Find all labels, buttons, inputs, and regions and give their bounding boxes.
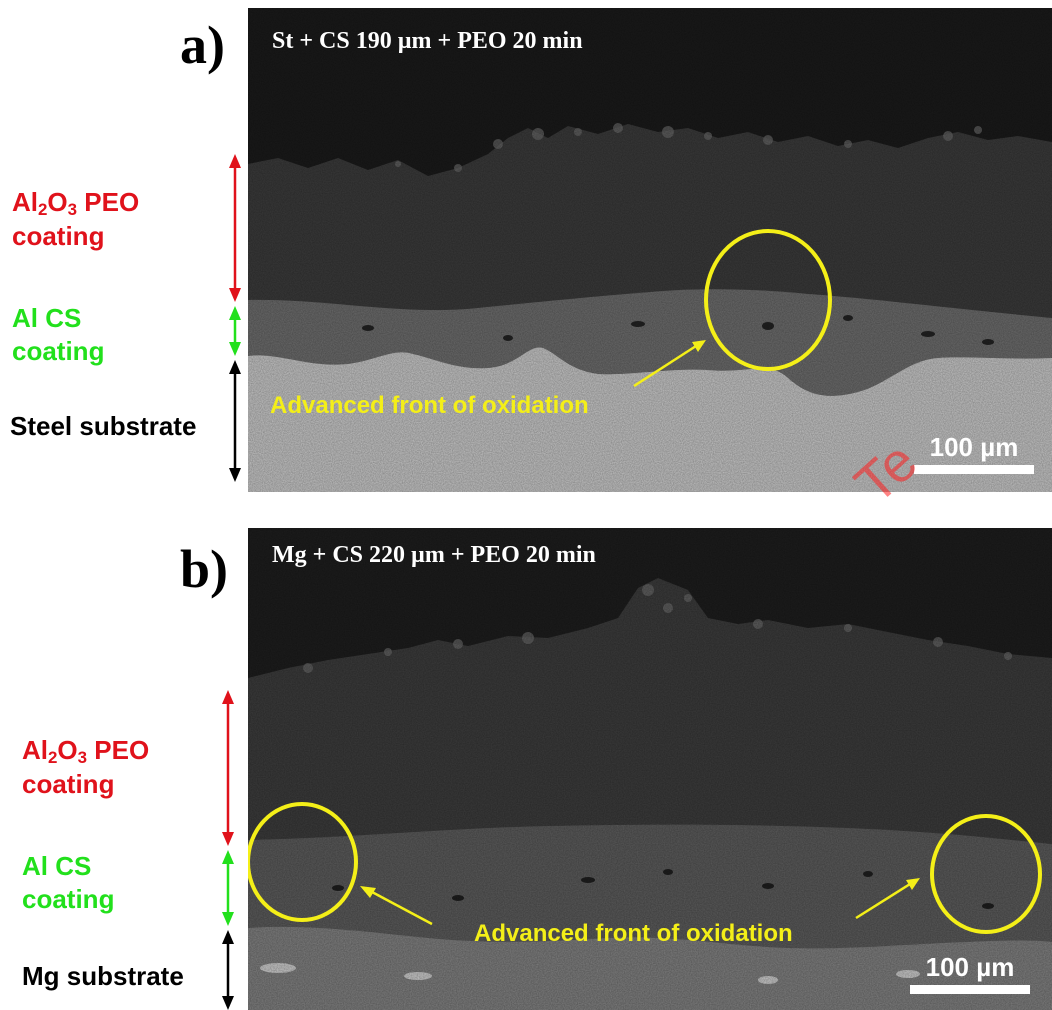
cs-coating-label-b: Al CS coating	[22, 850, 114, 915]
image-caption-a: St + CS 190 µm + PEO 20 min	[272, 28, 583, 54]
scale-bar-a: 100 µm	[914, 432, 1034, 474]
peo-label-text: PEO	[77, 187, 140, 217]
cs-thickness-arrow	[229, 306, 241, 356]
peo-label-text: Al	[12, 187, 38, 217]
cs-label-text: coating	[22, 883, 115, 914]
layer-arrows-b	[222, 690, 234, 1010]
image-caption-b: Mg + CS 220 µm + PEO 20 min	[272, 542, 596, 568]
peo-coating-label-b: Al2O3 PEO coating	[22, 734, 149, 801]
peo-label-text: coating	[12, 221, 105, 252]
oxidation-front-circle-left	[248, 802, 358, 922]
oxidation-annotation-a: Advanced front of oxidation	[270, 392, 589, 419]
substrate-label-a: Steel substrate	[10, 411, 197, 441]
peo-label-sub: 2	[38, 200, 48, 220]
peo-label-sub: 3	[67, 200, 78, 220]
micrograph-layers-b	[248, 528, 1052, 1010]
peo-label-text: O	[57, 735, 78, 765]
panel-b: b) Al2O3 PEO coating Al CS coating Mg su…	[0, 528, 1052, 1010]
cs-coating-label-a: Al CS coating	[12, 302, 104, 367]
annotation-arrow-left	[360, 886, 433, 926]
scale-bar-b: 100 µm	[910, 952, 1030, 994]
micrograph-layers-a	[248, 8, 1052, 492]
substrate-thickness-arrow	[222, 930, 234, 1010]
scale-bar-line	[914, 465, 1034, 474]
cs-label-text: Al CS	[22, 851, 92, 881]
peo-label-text: PEO	[87, 735, 150, 765]
peo-coating-label-a: Al2O3 PEO coating	[12, 186, 139, 253]
peo-label-sub: 3	[77, 748, 88, 768]
substrate-label-b: Mg substrate	[22, 961, 184, 991]
oxidation-annotation-b: Advanced front of oxidation	[474, 920, 793, 947]
peo-thickness-arrow	[222, 690, 234, 846]
peo-label-text: coating	[22, 769, 115, 800]
cs-label-text: Al CS	[12, 303, 82, 333]
oxidation-front-circle-right	[930, 814, 1042, 934]
peo-label-sub: 2	[48, 748, 58, 768]
substrate-thickness-arrow	[229, 360, 241, 482]
annotation-arrow-right	[855, 878, 920, 920]
panel-a: a) Al2O3 PEO coating Al CS coating Steel…	[0, 0, 1052, 492]
peo-label-text: Al	[22, 735, 48, 765]
peo-label-text: O	[47, 187, 68, 217]
panel-letter-a: a)	[180, 15, 225, 75]
cs-thickness-arrow	[222, 850, 234, 926]
scale-bar-label: 100 µm	[929, 432, 1019, 462]
sem-micrograph-b: Mg + CS 220 µm + PEO 20 min Advanced fro…	[248, 528, 1052, 1010]
scale-bar-label: 100 µm	[925, 952, 1015, 982]
panel-letter-b: b)	[180, 539, 229, 599]
annotation-arrow	[633, 340, 706, 388]
sem-micrograph-a: St + CS 190 µm + PEO 20 min Advanced fro…	[248, 8, 1052, 492]
scale-bar-line	[910, 985, 1030, 994]
oxidation-front-circle	[704, 229, 832, 371]
layer-arrows-a	[229, 154, 241, 482]
annotation-overlay-b	[248, 802, 1042, 934]
peo-thickness-arrow	[229, 154, 241, 302]
annotation-overlay-a	[633, 229, 832, 388]
cs-label-text: coating	[12, 335, 105, 366]
